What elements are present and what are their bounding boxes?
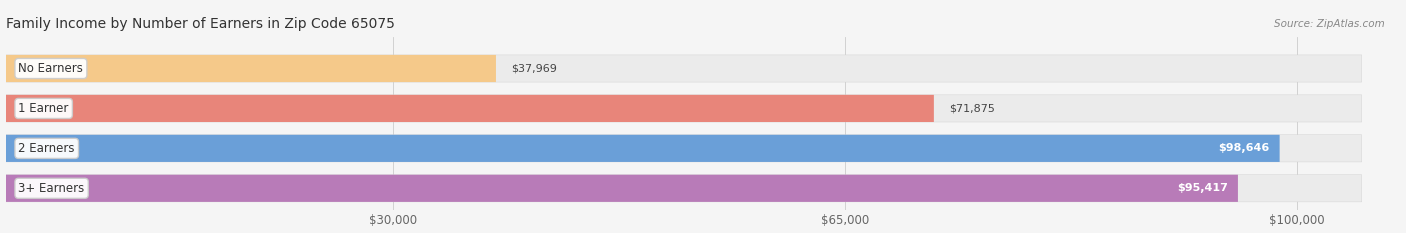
Text: $71,875: $71,875 <box>949 103 995 113</box>
FancyBboxPatch shape <box>6 55 1361 82</box>
FancyBboxPatch shape <box>6 95 1361 122</box>
FancyBboxPatch shape <box>6 135 1361 162</box>
Text: 2 Earners: 2 Earners <box>18 142 75 155</box>
Text: 3+ Earners: 3+ Earners <box>18 182 84 195</box>
Text: $98,646: $98,646 <box>1218 143 1270 153</box>
FancyBboxPatch shape <box>6 135 1279 162</box>
Text: Family Income by Number of Earners in Zip Code 65075: Family Income by Number of Earners in Zi… <box>6 17 395 31</box>
FancyBboxPatch shape <box>6 175 1361 202</box>
FancyBboxPatch shape <box>6 175 1237 202</box>
Text: No Earners: No Earners <box>18 62 83 75</box>
Text: $95,417: $95,417 <box>1177 183 1227 193</box>
Text: Source: ZipAtlas.com: Source: ZipAtlas.com <box>1274 19 1385 29</box>
Text: $37,969: $37,969 <box>512 63 557 73</box>
Text: 1 Earner: 1 Earner <box>18 102 69 115</box>
FancyBboxPatch shape <box>6 55 496 82</box>
FancyBboxPatch shape <box>6 95 934 122</box>
